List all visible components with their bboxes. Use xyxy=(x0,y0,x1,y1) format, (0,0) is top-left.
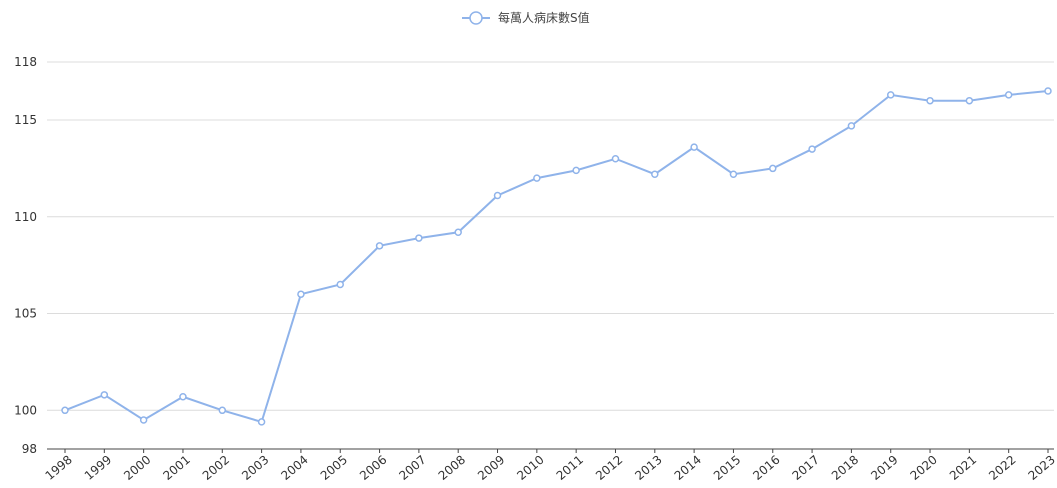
x-tick-label-2000: 2000 xyxy=(121,453,153,483)
x-tick-label-2001: 2001 xyxy=(160,453,192,483)
x-tick-label-2006: 2006 xyxy=(357,453,389,483)
y-tick-label-110: 110 xyxy=(14,210,37,224)
legend[interactable]: 每萬人病床數S值 xyxy=(462,10,590,25)
series-group xyxy=(61,87,1052,426)
x-tick-label-2007: 2007 xyxy=(396,453,428,483)
data-point-2001[interactable] xyxy=(179,393,187,401)
data-point-2018[interactable] xyxy=(847,122,856,130)
data-point-2016[interactable] xyxy=(769,164,777,173)
data-point-2008[interactable] xyxy=(454,228,462,237)
data-point-2003[interactable] xyxy=(257,418,266,426)
x-tick-label-2005: 2005 xyxy=(318,453,350,483)
x-tick-label-2008: 2008 xyxy=(436,453,468,483)
data-point-2009[interactable] xyxy=(493,191,502,200)
x-tick-label-2002: 2002 xyxy=(200,453,232,483)
x-tick-label-2004: 2004 xyxy=(278,453,310,483)
data-point-2005[interactable] xyxy=(336,280,344,289)
y-tick-label-118: 118 xyxy=(14,55,37,69)
data-point-1999[interactable] xyxy=(100,391,109,399)
grid-lines xyxy=(47,61,1054,411)
data-point-2006[interactable] xyxy=(375,242,384,250)
series-line-0 xyxy=(64,90,1049,424)
data-point-2017[interactable] xyxy=(808,145,816,153)
data-point-2023[interactable] xyxy=(1044,87,1052,95)
data-point-2019[interactable] xyxy=(886,91,895,99)
data-point-2012[interactable] xyxy=(611,155,620,163)
x-tick-label-2003: 2003 xyxy=(239,453,271,483)
y-tick-label-100: 100 xyxy=(14,403,37,417)
x-tick-label-2015: 2015 xyxy=(711,453,743,483)
data-point-2010[interactable] xyxy=(533,174,541,182)
data-point-2007[interactable] xyxy=(415,234,423,242)
data-point-1998[interactable] xyxy=(61,406,69,415)
data-point-2014[interactable] xyxy=(690,143,698,151)
x-tick-label-1998: 1998 xyxy=(43,453,75,483)
x-tick-label-2019: 2019 xyxy=(868,453,900,483)
y-tick-label-105: 105 xyxy=(14,307,37,321)
data-point-2000[interactable] xyxy=(139,416,148,424)
x-tick-label-2009: 2009 xyxy=(475,453,507,483)
data-point-2011[interactable] xyxy=(572,166,580,175)
x-tick-label-2013: 2013 xyxy=(632,453,664,483)
x-tick-label-2021: 2021 xyxy=(947,453,979,483)
data-point-2013[interactable] xyxy=(651,170,659,178)
x-tick-label-2023: 2023 xyxy=(1026,453,1057,483)
y-tick-label-115: 115 xyxy=(14,113,37,127)
x-tick-label-2020: 2020 xyxy=(908,453,940,483)
data-point-2015[interactable] xyxy=(729,170,738,178)
x-tick-label-2016: 2016 xyxy=(750,453,782,483)
x-tick-label-2010: 2010 xyxy=(514,453,546,483)
data-point-2020[interactable] xyxy=(926,96,934,105)
x-axis: 1998 1999 2000 2001 2002 2003 2004 2005 2006 2007… xyxy=(43,448,1057,483)
x-tick-label-2018: 2018 xyxy=(829,453,861,483)
y-tick-label-98: 98 xyxy=(22,442,37,456)
x-tick-label-1999: 1999 xyxy=(82,453,114,483)
x-tick-label-2014: 2014 xyxy=(672,453,704,483)
data-point-2004[interactable] xyxy=(297,290,305,298)
x-tick-label-2017: 2017 xyxy=(790,453,822,483)
data-point-2021[interactable] xyxy=(965,96,974,105)
x-tick-label-2012: 2012 xyxy=(593,453,625,483)
data-point-2022[interactable] xyxy=(1004,91,1013,99)
x-tick-label-2022: 2022 xyxy=(986,453,1018,483)
y-axis: 98 100 105 110 115 118 xyxy=(14,55,37,456)
data-point-2002[interactable] xyxy=(218,406,227,415)
legend-circle-icon xyxy=(469,11,483,25)
x-tick-label-2011: 2011 xyxy=(554,453,586,483)
legend-series-label: 每萬人病床數S值 xyxy=(498,10,590,25)
